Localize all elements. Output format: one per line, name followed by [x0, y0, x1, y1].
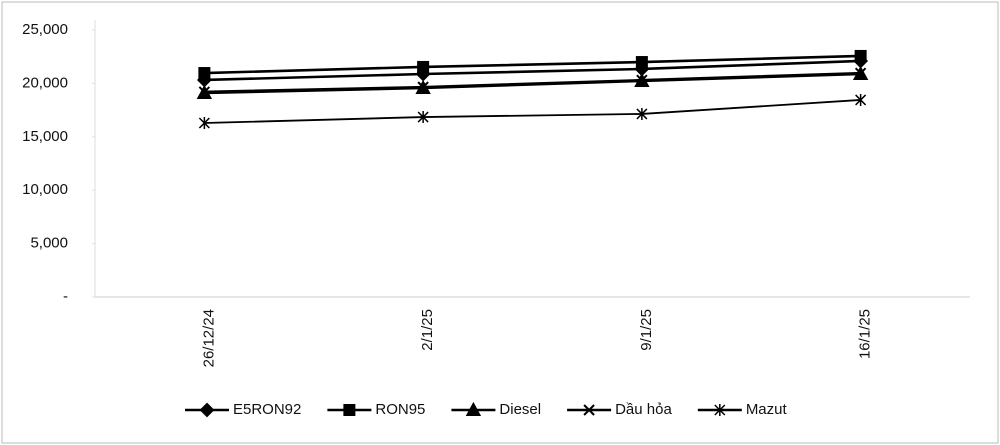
series-line [204, 71, 861, 94]
legend-label: Mazut [746, 401, 788, 418]
legend-item: Dầu hỏa [567, 401, 672, 418]
marker [636, 74, 648, 86]
legend-label: Dầu hỏa [615, 401, 672, 418]
legend-marker [199, 402, 215, 418]
legend-item: E5RON92 [185, 401, 301, 418]
legend-item: RON95 [327, 401, 425, 418]
x-tick: 26/12/24 [200, 309, 217, 367]
marker [417, 81, 429, 93]
marker [198, 117, 210, 130]
legend-label: RON95 [375, 401, 425, 418]
y-tick-label: 5,000 [30, 235, 68, 252]
marker [635, 56, 648, 69]
y-tick-label: - [63, 288, 68, 305]
marker [854, 49, 867, 62]
marker [417, 111, 429, 124]
legend-label: E5RON92 [233, 401, 301, 418]
legend-marker [583, 404, 595, 416]
x-tick: 16/1/25 [857, 309, 874, 359]
y-tick-label: 10,000 [22, 181, 68, 198]
legend-marker [465, 401, 482, 416]
x-tick-label: 2/1/25 [419, 309, 436, 351]
y-tick-label: 25,000 [22, 21, 68, 38]
series-line [204, 54, 861, 75]
y-tick-label: 20,000 [22, 74, 68, 91]
series-line [204, 59, 861, 82]
y-tick-label: 15,000 [22, 128, 68, 145]
marker [198, 67, 211, 80]
legend-item: Mazut [697, 401, 788, 418]
marker [417, 60, 430, 73]
legend-label: Diesel [499, 401, 541, 418]
x-tick: 2/1/25 [419, 309, 436, 351]
x-tick-label: 26/12/24 [200, 309, 217, 367]
marker [636, 107, 648, 120]
x-tick-label: 16/1/25 [857, 309, 874, 359]
legend-marker [714, 404, 726, 416]
series-line [204, 99, 861, 124]
x-tick-label: 9/1/25 [638, 309, 655, 351]
legend-marker [343, 404, 356, 416]
x-tick: 9/1/25 [638, 309, 655, 351]
marker [198, 86, 211, 98]
marker [855, 93, 867, 106]
marker [854, 67, 867, 79]
legend-item: Diesel [451, 401, 541, 418]
